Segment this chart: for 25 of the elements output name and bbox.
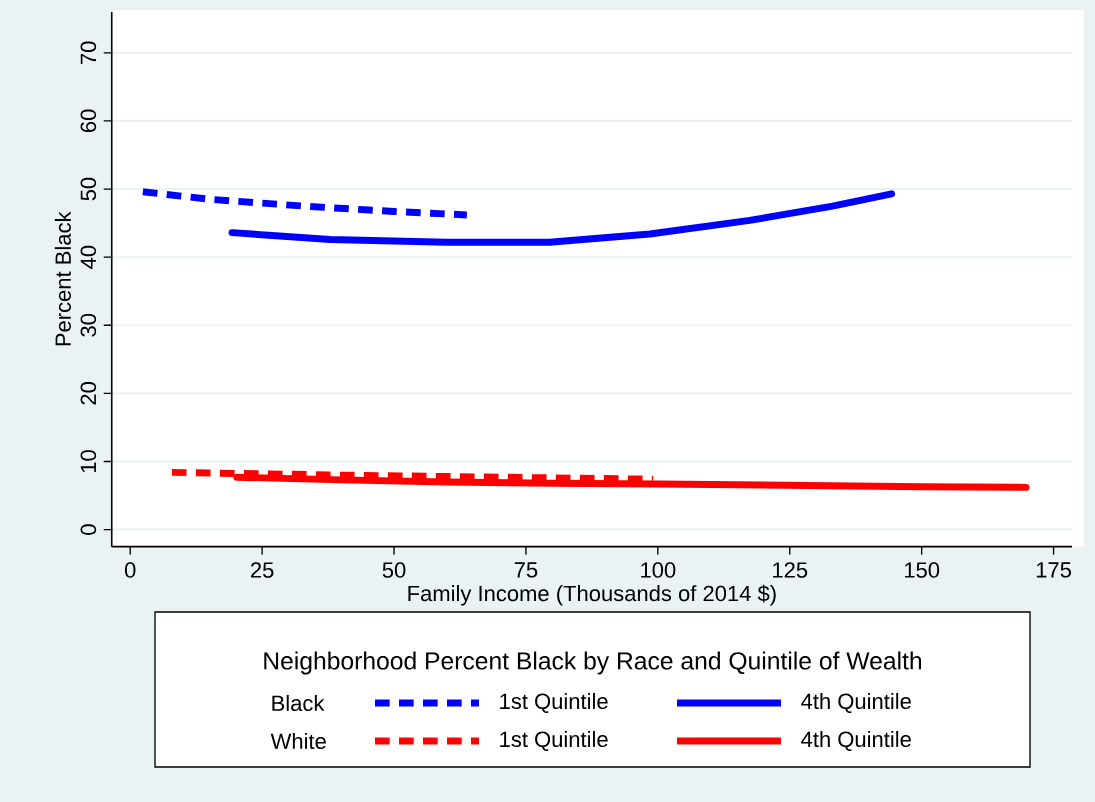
y-tick-label: 70	[80, 41, 97, 64]
y-tick-label: 30	[80, 313, 97, 337]
x-tick-label: 175	[1036, 562, 1071, 578]
x-axis-title: Family Income (Thousands of 2014 $)	[408, 584, 776, 606]
x-tick-label: 50	[382, 562, 406, 578]
text: White	[270, 732, 326, 750]
y-tick-label: 10	[80, 450, 97, 473]
text: Black	[272, 694, 325, 712]
legend-label: 1st Quintile	[500, 730, 608, 752]
y-tick-label: 20	[80, 382, 97, 405]
legend-label: 4th Quintile	[801, 692, 911, 714]
x-tick-label: 0	[124, 562, 136, 578]
legend-label: 4th Quintile	[801, 730, 911, 752]
y-tick-label: 60	[80, 109, 97, 133]
legend-title: Neighborhood Percent Black by Race and Quintile of Wealth	[264, 651, 922, 675]
x-tick-label: 150	[904, 562, 940, 578]
x-tick-label: 100	[641, 562, 676, 578]
x-tick-label: 25	[250, 562, 274, 578]
x-tick-label: 75	[514, 562, 538, 578]
legend-label: 1st Quintile	[500, 692, 608, 714]
y-axis-title: Percent Black	[54, 211, 71, 346]
x-tick-label: 125	[773, 562, 808, 578]
y-tick-label: 50	[80, 177, 97, 201]
y-tick-label: 40	[80, 245, 97, 269]
y-tick-label: 0	[80, 524, 97, 535]
